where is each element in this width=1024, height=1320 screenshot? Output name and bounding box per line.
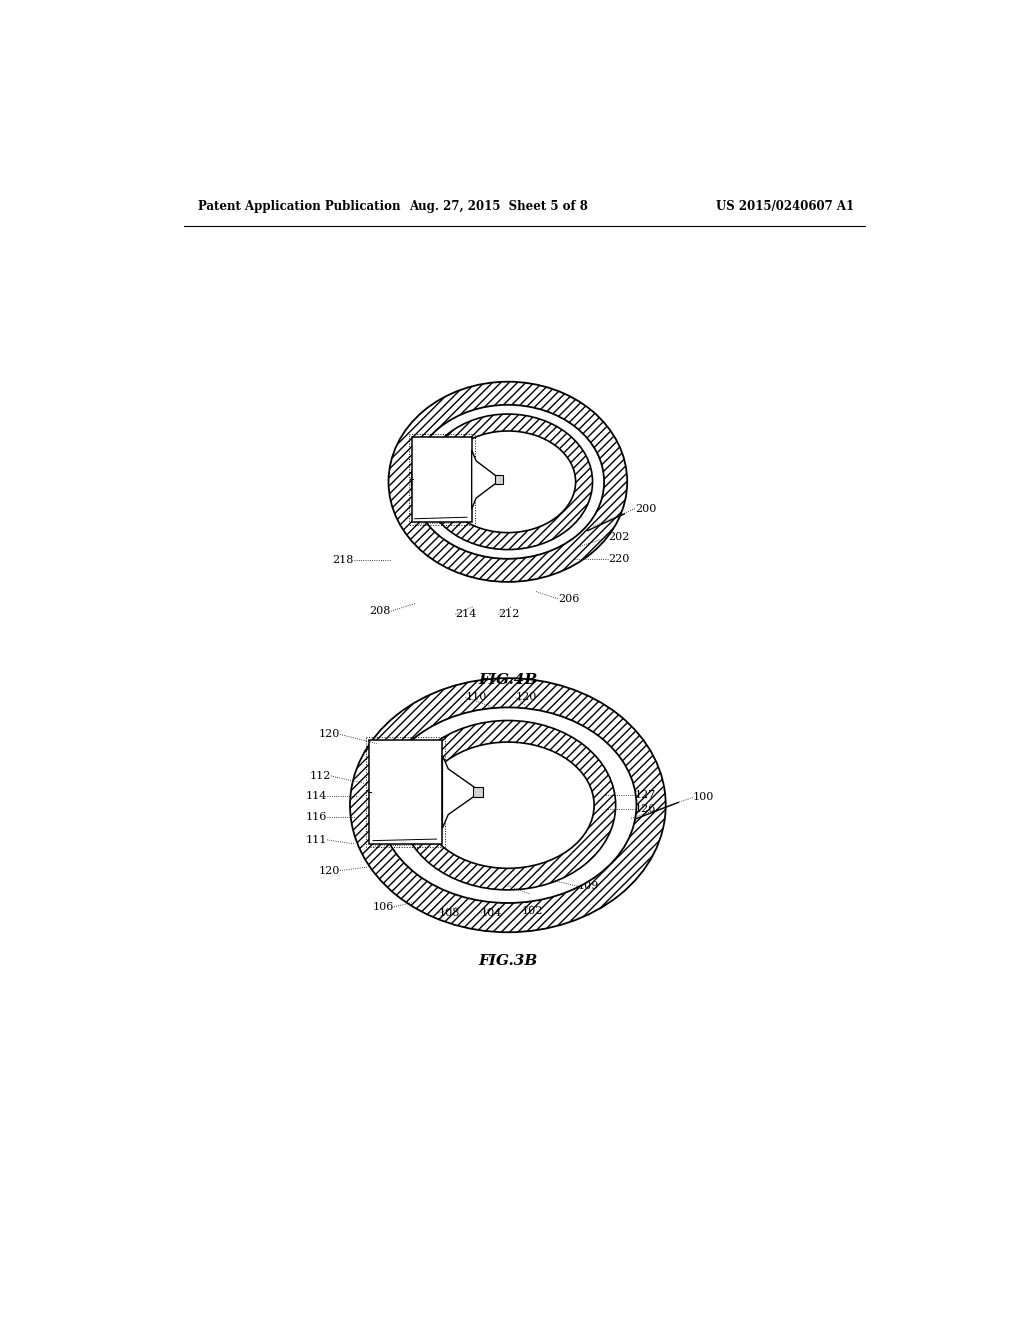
Text: Patent Application Publication: Patent Application Publication: [199, 199, 400, 213]
Text: 111: 111: [305, 834, 327, 845]
Polygon shape: [442, 755, 475, 828]
Polygon shape: [472, 450, 497, 510]
Text: 214: 214: [456, 610, 477, 619]
Text: 110: 110: [466, 693, 486, 702]
Bar: [495, 475, 503, 483]
Text: 200: 200: [635, 504, 656, 513]
Bar: [473, 787, 483, 797]
Text: FIG.4B: FIG.4B: [478, 673, 538, 688]
Ellipse shape: [379, 708, 637, 903]
Text: 106: 106: [373, 902, 394, 912]
Text: 218: 218: [333, 556, 354, 565]
Text: 202: 202: [608, 532, 630, 543]
Text: 208: 208: [370, 606, 391, 616]
Text: 112: 112: [309, 771, 331, 781]
Text: US 2015/0240607 A1: US 2015/0240607 A1: [716, 199, 854, 213]
Text: 120: 120: [529, 888, 551, 899]
Text: Aug. 27, 2015  Sheet 5 of 8: Aug. 27, 2015 Sheet 5 of 8: [410, 199, 588, 213]
Ellipse shape: [388, 381, 628, 582]
Text: FIG.3B: FIG.3B: [478, 954, 538, 968]
Ellipse shape: [412, 405, 604, 558]
Text: 109: 109: [578, 880, 599, 891]
Text: 102: 102: [521, 907, 543, 916]
Ellipse shape: [423, 414, 593, 549]
Bar: [409, 434, 475, 525]
Text: 114: 114: [305, 791, 327, 801]
Ellipse shape: [422, 742, 594, 869]
Text: 206: 206: [558, 594, 580, 603]
Text: 126: 126: [635, 804, 656, 814]
Text: 120: 120: [318, 730, 340, 739]
Text: 108: 108: [438, 908, 460, 917]
Bar: [370, 739, 442, 843]
Ellipse shape: [440, 430, 575, 533]
Bar: [367, 737, 445, 847]
Text: 120: 120: [318, 866, 340, 875]
Text: 212: 212: [499, 610, 520, 619]
Text: 100: 100: [692, 792, 714, 803]
Text: 120: 120: [515, 693, 537, 702]
Text: 104: 104: [481, 908, 503, 917]
Text: 116: 116: [305, 812, 327, 822]
Text: 127: 127: [635, 791, 656, 800]
Bar: [412, 437, 472, 521]
Text: 220: 220: [608, 554, 630, 564]
Ellipse shape: [350, 678, 666, 932]
Ellipse shape: [400, 721, 615, 890]
